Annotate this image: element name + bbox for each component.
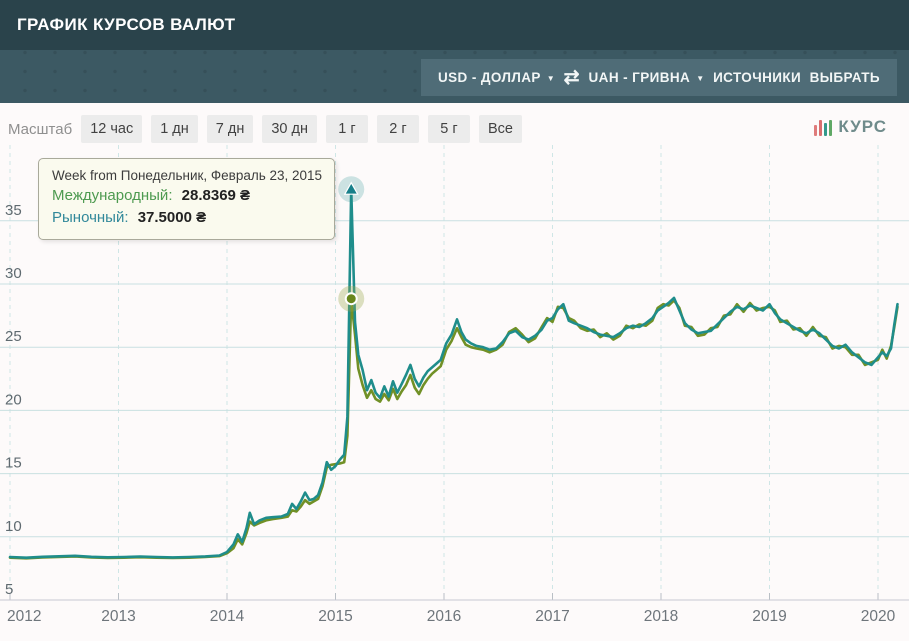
kurs-logo-text: КУРС: [838, 117, 887, 136]
tooltip-market-value: 37.5000 ₴: [137, 208, 207, 226]
bar-chart-icon: [813, 119, 833, 136]
tooltip-title: Week from Понедельник, Февраль 23, 2015: [52, 168, 323, 183]
scale-button-30d[interactable]: 30 дн: [262, 115, 317, 143]
sources-button[interactable]: ИСТОЧНИКИ: [713, 70, 802, 85]
svg-text:2013: 2013: [101, 608, 135, 625]
to-currency-dropdown[interactable]: UAH - ГРИВНА ▼: [589, 70, 705, 85]
choose-button[interactable]: ВЫБРАТЬ: [809, 70, 880, 85]
chart-tooltip: Week from Понедельник, Февраль 23, 2015 …: [38, 158, 335, 240]
scale-label: Масштаб: [8, 120, 73, 138]
svg-text:2012: 2012: [7, 608, 41, 625]
svg-text:2019: 2019: [752, 608, 786, 625]
tooltip-market-row: Рыночный: 37.5000 ₴: [52, 207, 321, 229]
tooltip-market-label: Рыночный: [52, 208, 125, 226]
svg-text:15: 15: [5, 455, 22, 472]
tooltip-international-label: Международный: [52, 187, 169, 204]
svg-text:25: 25: [5, 328, 22, 345]
swap-arrows-icon: ⇄: [563, 67, 580, 88]
tooltip-colon: :: [168, 187, 173, 204]
chevron-down-icon: ▼: [546, 74, 556, 83]
svg-text:2014: 2014: [210, 608, 245, 625]
from-currency-dropdown[interactable]: USD - ДОЛЛАР ▼: [438, 70, 555, 85]
svg-text:2020: 2020: [861, 608, 896, 625]
chevron-down-icon: ▼: [696, 74, 705, 83]
scale-row: Масштаб 12 час 1 дн 7 дн 30 дн 1 г 2 г 5…: [8, 115, 531, 143]
kurs-logo: КУРС: [813, 117, 887, 137]
scale-button-1d[interactable]: 1 дн: [151, 115, 198, 143]
scale-button-12h[interactable]: 12 час: [81, 115, 143, 143]
svg-text:2018: 2018: [644, 608, 678, 625]
exchange-rate-chart[interactable]: 2012 2013 2014 2015 2016 2017 2018 2019 20203530…: [0, 103, 909, 641]
chart-area: 2012 2013 2014 2015 2016 2017 2018 2019 2020 35 30…: [0, 103, 909, 641]
svg-text:2016: 2016: [427, 608, 461, 625]
page-header: ГРАФИК КУРСОВ ВАЛЮТ: [0, 0, 909, 50]
toolbar-panel: USD - ДОЛЛАР ▼ ⇄ UAH - ГРИВНА ▼ ИСТОЧНИК…: [421, 59, 897, 96]
tooltip-colon: :: [124, 208, 129, 226]
scale-button-1y[interactable]: 1 г: [325, 115, 368, 143]
svg-text:30: 30: [5, 265, 22, 282]
svg-text:2015: 2015: [318, 608, 352, 625]
svg-text:2017: 2017: [535, 608, 569, 625]
scale-button-5y[interactable]: 5 г: [427, 115, 470, 143]
swap-currencies-button[interactable]: ⇄: [564, 66, 580, 89]
page-title: ГРАФИК КУРСОВ ВАЛЮТ: [17, 15, 236, 34]
svg-text:10: 10: [5, 518, 22, 535]
svg-text:20: 20: [5, 391, 22, 408]
svg-text:35: 35: [5, 202, 22, 219]
tooltip-international-row: Международный: 28.8369 ₴: [52, 185, 321, 207]
svg-text:5: 5: [5, 581, 13, 598]
scale-button-7d[interactable]: 7 дн: [206, 115, 254, 143]
from-currency-label: USD - ДОЛЛАР: [438, 70, 541, 85]
toolbar: USD - ДОЛЛАР ▼ ⇄ UAH - ГРИВНА ▼ ИСТОЧНИК…: [0, 50, 909, 103]
tooltip-international-value: 28.8369 ₴: [181, 187, 251, 204]
to-currency-label: UAH - ГРИВНА: [588, 70, 691, 85]
scale-button-2y[interactable]: 2 г: [376, 115, 419, 143]
scale-button-all[interactable]: Все: [478, 115, 522, 143]
